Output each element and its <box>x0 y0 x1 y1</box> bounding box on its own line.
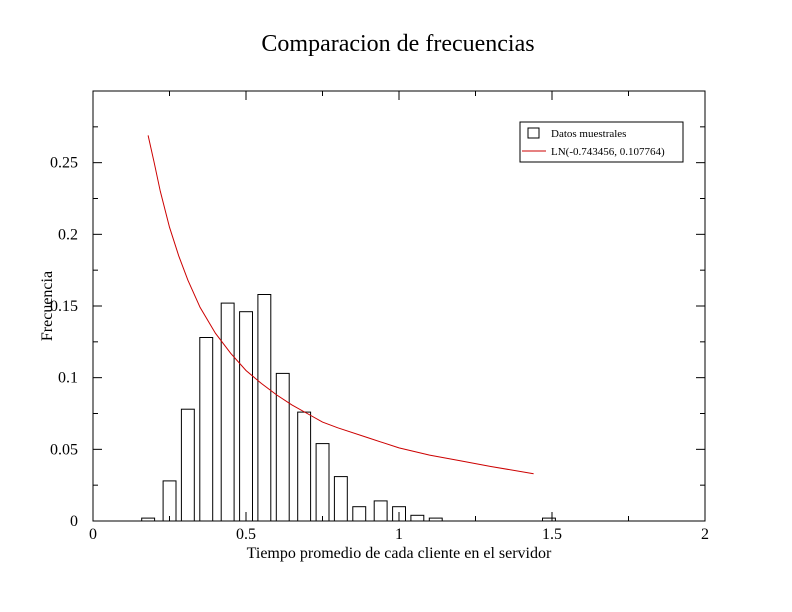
legend-swatch-box-icon <box>527 127 540 139</box>
histogram-bar-14 <box>410 514 425 522</box>
histogram-bar-1 <box>162 480 177 522</box>
x-tick-label-0: 0 <box>89 526 97 543</box>
histogram-bar-8 <box>297 411 312 522</box>
histogram-bar-6 <box>257 294 272 522</box>
histogram-bar-16 <box>542 517 556 522</box>
y-tick-label-3: 0.15 <box>50 298 78 315</box>
y-axis-label: Frecuencia <box>39 271 56 341</box>
y-tick-label-1: 0.05 <box>50 441 78 458</box>
legend-box <box>519 121 684 163</box>
legend: Datos muestrales LN(-0.743456, 0.107764) <box>519 121 684 163</box>
histogram-bar-11 <box>352 506 367 522</box>
y-tick-label-2: 0.1 <box>58 370 78 387</box>
x-axis-label: Tiempo promedio de cada cliente en el se… <box>247 545 552 562</box>
histogram-bar-12 <box>373 500 388 522</box>
axis-ticks: 0 0.5 1 1.5 2 0 0.05 0.1 0.15 0.2 0.25 <box>50 91 709 543</box>
x-tick-label-4: 2 <box>701 526 709 543</box>
histogram-bar-4 <box>220 302 235 522</box>
histogram-bar-10 <box>333 476 348 522</box>
y-tick-label-0: 0 <box>70 513 78 530</box>
legend-label-datos-muestrales: Datos muestrales <box>551 128 626 140</box>
x-tick-label-2: 1 <box>395 526 403 543</box>
histogram-bar-2 <box>180 408 195 522</box>
histogram-bar-0 <box>141 517 156 522</box>
fitted-curve <box>147 135 534 475</box>
histogram-bar-15 <box>428 517 443 522</box>
histogram-bar-9 <box>315 443 330 522</box>
histogram-bar-7 <box>275 372 290 522</box>
x-tick-label-3: 1.5 <box>542 526 562 543</box>
legend-label-ln: LN(-0.743456, 0.107764) <box>551 146 665 158</box>
histogram-bars <box>141 294 556 522</box>
chart-title: Comparacion de frecuencias <box>261 31 534 57</box>
y-tick-label-4: 0.2 <box>58 226 78 243</box>
y-tick-label-5: 0.25 <box>50 155 78 172</box>
ln-fit-line <box>147 135 534 475</box>
x-tick-label-1: 0.5 <box>236 526 256 543</box>
histogram-bar-5 <box>239 311 254 522</box>
histogram-bar-3 <box>199 337 214 522</box>
